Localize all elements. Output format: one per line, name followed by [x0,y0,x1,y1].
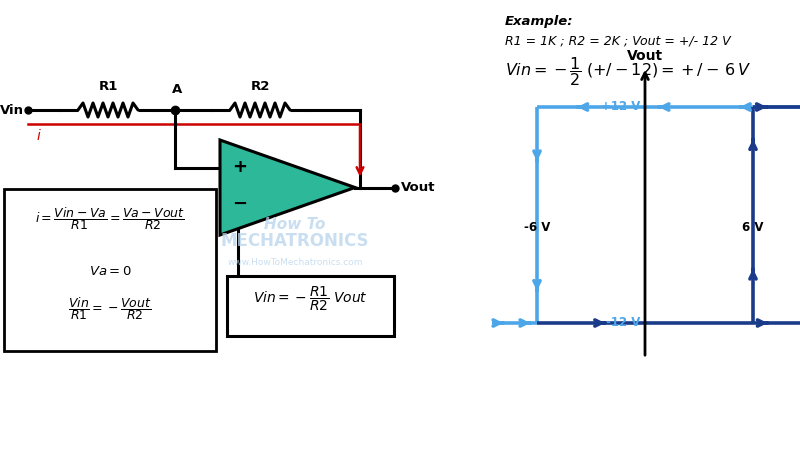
Text: R1: R1 [98,80,118,93]
Text: −: − [233,194,247,212]
Text: 6 V: 6 V [742,221,764,234]
Text: +: + [233,158,247,176]
Text: Example:: Example: [505,15,574,28]
Text: $Va = 0$: $Va = 0$ [89,265,131,278]
Text: Vout: Vout [401,181,435,194]
Text: How To: How To [264,217,326,232]
FancyBboxPatch shape [4,189,216,351]
Text: $Vin = -\dfrac{R1}{R2}\;Vout$: $Vin = -\dfrac{R1}{R2}\;Vout$ [253,285,368,313]
Text: R2: R2 [250,80,270,93]
Text: www.HowToMechatronics.com: www.HowToMechatronics.com [227,258,362,267]
Text: $\dfrac{Vin}{R1} = -\dfrac{Vout}{R2}$: $\dfrac{Vin}{R1} = -\dfrac{Vout}{R2}$ [68,295,152,322]
Text: Vout: Vout [627,49,663,63]
Text: Vin: Vin [0,104,24,117]
Text: -6 V: -6 V [524,221,550,234]
Text: MECHATRONICS: MECHATRONICS [221,232,370,250]
FancyBboxPatch shape [227,276,394,336]
Text: +12 V: +12 V [601,100,640,113]
Polygon shape [220,140,355,235]
Text: $\mathit{Vin} = -\dfrac{1}{2}\;(+/-12) = +/-\,6\,V$: $\mathit{Vin} = -\dfrac{1}{2}\;(+/-12) =… [505,55,751,88]
Text: $i = \dfrac{Vin - Va}{R1} = \dfrac{Va - Vout}{R2}$: $i = \dfrac{Vin - Va}{R1} = \dfrac{Va - … [35,205,185,232]
Text: -12 V: -12 V [606,316,640,329]
Text: A: A [172,83,182,96]
Text: R1 = 1K ; R2 = 2K ; Vout = +/- 12 V: R1 = 1K ; R2 = 2K ; Vout = +/- 12 V [505,34,730,47]
Text: $i$: $i$ [36,128,42,143]
